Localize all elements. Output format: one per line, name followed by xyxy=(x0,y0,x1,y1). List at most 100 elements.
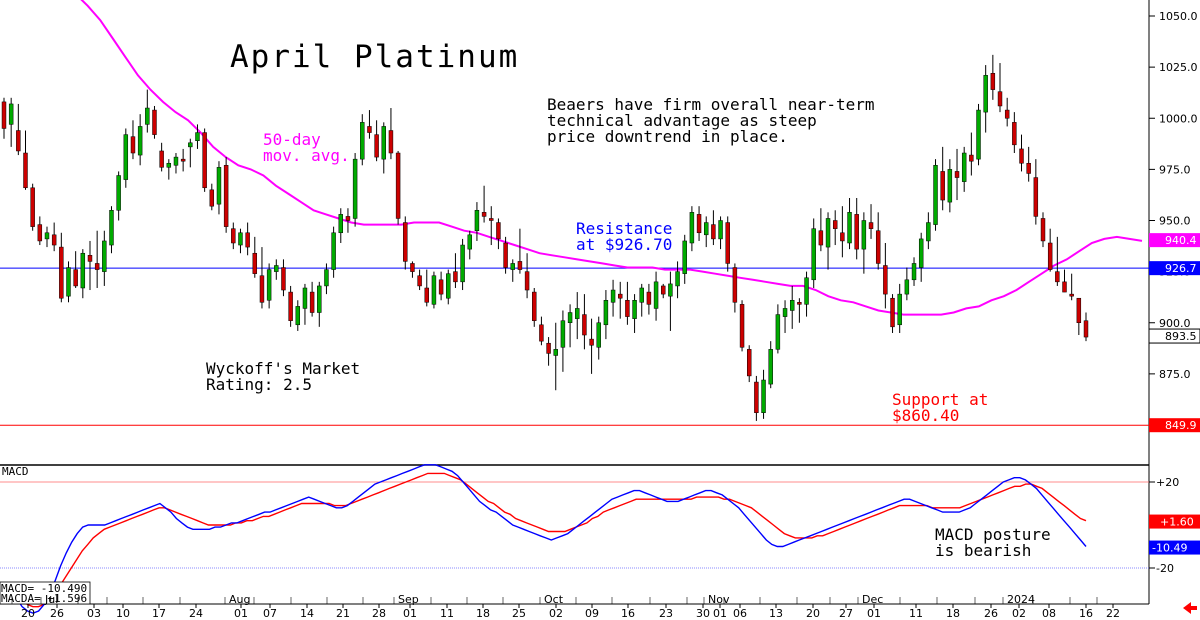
candle-body xyxy=(754,381,759,413)
y-tick-label: 975.0 xyxy=(1159,163,1191,176)
candlestick-layer xyxy=(1,54,1089,421)
candle-body xyxy=(137,126,143,156)
x-month-label: Jul xyxy=(44,593,58,606)
candle-body xyxy=(926,222,931,242)
candle-body xyxy=(1004,109,1010,119)
candle-body xyxy=(646,291,652,305)
candle-body xyxy=(510,263,515,270)
macda-tag-label: +1.60 xyxy=(1160,516,1194,529)
candle-body xyxy=(883,265,888,295)
macd-tick-label: +20 xyxy=(1156,476,1179,489)
candle-body xyxy=(1083,320,1089,338)
candle-body xyxy=(976,109,981,160)
candle-body xyxy=(145,107,150,125)
price-y-axis: 1050.01025.01000.0975.0950.0925.0900.087… xyxy=(1149,10,1198,426)
candle-body xyxy=(653,281,659,309)
candle-body xyxy=(1062,281,1067,293)
chart-title: April Platinum xyxy=(230,39,519,75)
support-label-line-2: $860.40 xyxy=(892,406,959,425)
candle-body xyxy=(202,132,207,189)
candle-body xyxy=(259,275,265,303)
candle-body xyxy=(524,271,530,291)
x-day-label: 16 xyxy=(1079,607,1093,620)
candle-body xyxy=(618,293,623,299)
macd-note-line-1: MACD posture xyxy=(935,525,1051,544)
macd-tag-box xyxy=(1149,540,1200,555)
candle-body xyxy=(868,222,874,229)
price-tag-box xyxy=(1148,328,1200,344)
candle-body xyxy=(231,228,236,244)
ma-label-line-1: 50-day xyxy=(263,130,321,149)
candle-body xyxy=(166,162,172,168)
x-day-label: 01 xyxy=(713,607,727,620)
candle-body xyxy=(861,220,867,250)
support-label-line-1: Support at xyxy=(892,390,988,409)
candle-body xyxy=(632,300,637,319)
candle-body xyxy=(582,314,587,336)
candle-body xyxy=(302,287,308,309)
candle-body xyxy=(1040,218,1046,242)
candle-body xyxy=(732,267,738,303)
candle-body xyxy=(438,279,444,295)
candle-body xyxy=(446,273,451,299)
candle-body xyxy=(575,308,580,319)
candle-body xyxy=(947,169,953,203)
x-month-label: 2024 xyxy=(1007,593,1035,606)
x-month-label: Nov xyxy=(708,593,730,606)
x-day-label: 10 xyxy=(116,607,130,620)
x-day-label: 03 xyxy=(87,607,101,620)
x-day-label: 01 xyxy=(403,607,417,620)
x-day-label: 01 xyxy=(867,607,881,620)
candle-body xyxy=(417,275,422,287)
candle-body xyxy=(1026,162,1031,174)
x-day-label: 09 xyxy=(585,607,599,620)
candle-body xyxy=(911,263,917,281)
x-day-label: 25 xyxy=(512,607,526,620)
commentary-line-3: price downtrend in place. xyxy=(547,127,788,146)
candle-body xyxy=(252,252,258,274)
candle-body xyxy=(768,349,773,385)
resistance-label-line-2: at $926.70 xyxy=(576,235,672,254)
price-tag-label: 849.9 xyxy=(1165,419,1197,432)
x-day-label: 22 xyxy=(1106,607,1120,620)
candle-body xyxy=(610,289,616,303)
candle-body xyxy=(180,158,186,162)
x-day-label: 20 xyxy=(21,607,35,620)
x-day-label: 11 xyxy=(440,607,454,620)
commentary-line-1: Beaers have firm overall near-term xyxy=(547,95,875,114)
price-tag-box xyxy=(1149,261,1200,276)
candle-body xyxy=(8,103,14,125)
candle-body xyxy=(1047,242,1053,270)
candle-body xyxy=(467,234,472,250)
rating-line-2: Rating: 2.5 xyxy=(206,375,312,394)
x-day-label: 26 xyxy=(984,607,998,620)
candle-body xyxy=(961,152,967,182)
candle-body xyxy=(23,152,28,189)
x-day-label: 01 xyxy=(234,607,248,620)
x-day-label: 07 xyxy=(263,607,277,620)
candle-body xyxy=(51,234,57,246)
resistance-label-line-1: Resistance xyxy=(576,219,672,238)
macda-tag-box xyxy=(1149,514,1200,529)
candle-body xyxy=(37,224,43,242)
reference-lines xyxy=(0,267,1149,426)
candle-body xyxy=(603,300,609,326)
candle-body xyxy=(918,238,924,268)
candle-body xyxy=(682,240,687,274)
back-arrow-icon[interactable] xyxy=(1183,602,1197,614)
x-day-label: 02 xyxy=(549,607,563,620)
candle-body xyxy=(102,240,107,272)
candle-body xyxy=(553,349,558,356)
candle-body xyxy=(223,165,229,227)
candle-body xyxy=(324,269,329,287)
candle-body xyxy=(395,152,401,219)
candle-body xyxy=(453,271,458,283)
x-day-label: 27 xyxy=(839,607,853,620)
x-day-label: 17 xyxy=(152,607,166,620)
candle-body xyxy=(59,246,64,299)
candle-body xyxy=(503,242,508,268)
macda-value-text: MACDA= +1.596 xyxy=(1,592,87,605)
ma-label-line-2: mov. avg. xyxy=(263,146,350,165)
y-tick-label: 900.0 xyxy=(1159,317,1191,330)
candle-body xyxy=(338,214,344,234)
